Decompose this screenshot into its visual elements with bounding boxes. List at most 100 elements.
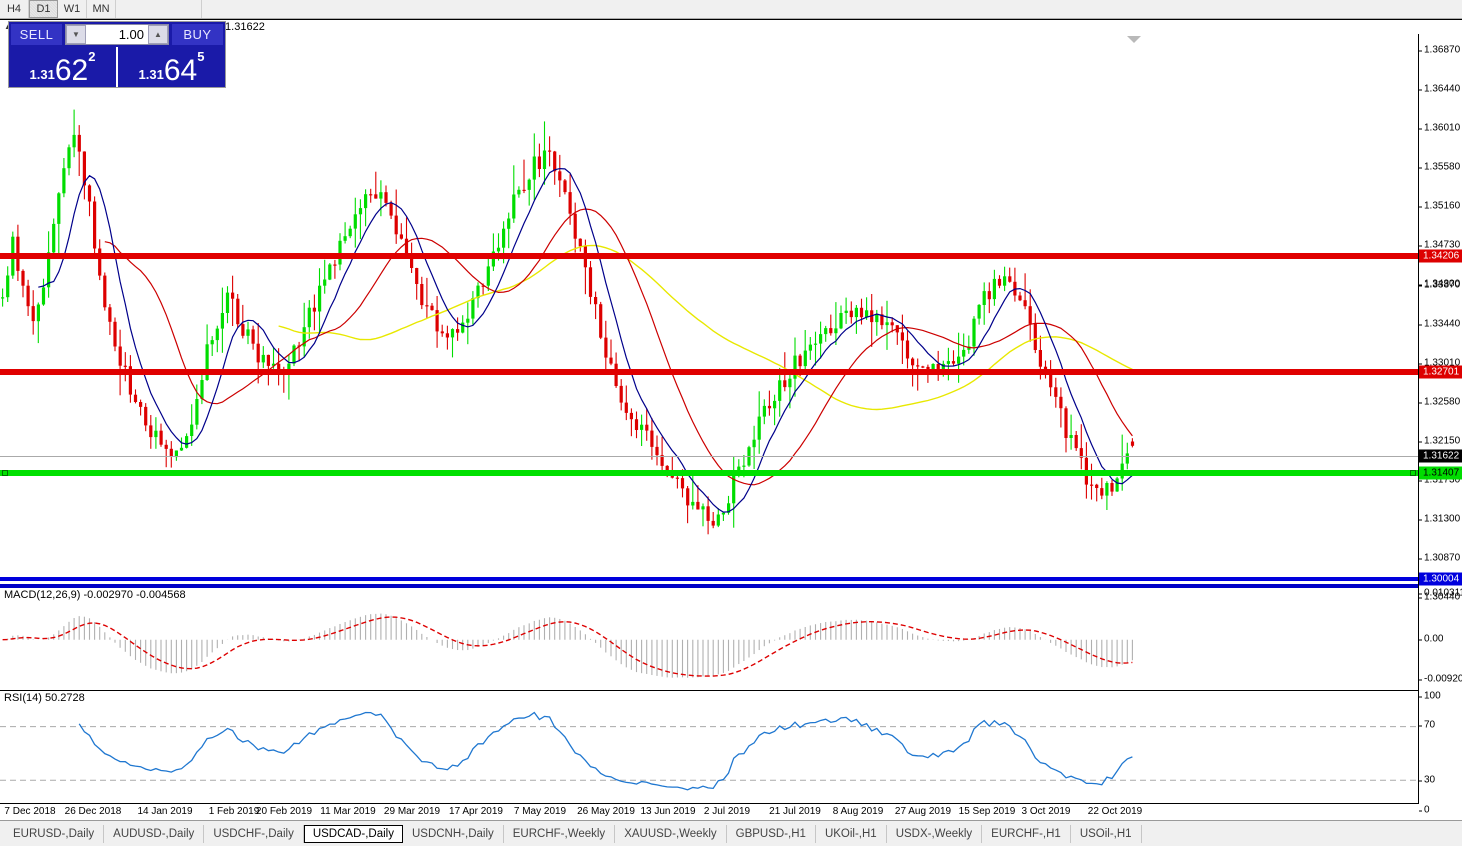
price-tick: 1.36440 <box>1419 84 1460 95</box>
date-label: 7 May 2019 <box>513 806 567 817</box>
date-label: 26 May 2019 <box>577 806 635 817</box>
one-click-trading-panel[interactable]: SELL ▼ 1.00 ▲ BUY 1.31 62 2 1.31 64 5 <box>8 21 226 88</box>
support-line-131407[interactable] <box>0 470 1418 476</box>
volume-increment-icon[interactable]: ▲ <box>148 25 168 44</box>
date-label: 3 Oct 2019 <box>1021 806 1071 817</box>
price-tick: 1.36010 <box>1419 123 1460 134</box>
support-line-130004[interactable] <box>0 577 1418 581</box>
date-label: 21 Jul 2019 <box>769 806 821 817</box>
rsi-tick: 70 <box>1419 720 1435 731</box>
price-tick: 1.32150 <box>1419 436 1460 447</box>
date-label: 8 Aug 2019 <box>832 806 884 817</box>
rsi-tick: 30 <box>1419 775 1435 786</box>
price-plot <box>1 109 1135 535</box>
date-axis: 7 Dec 2018 26 Dec 2018 14 Jan 2019 1 Feb 20… <box>0 803 1419 821</box>
volume-decrement-icon[interactable]: ▼ <box>66 25 86 44</box>
timeframe-d1[interactable]: D1 <box>29 0 58 18</box>
date-label: 1 Feb 2019 <box>208 806 260 817</box>
date-label: 13 Jun 2019 <box>640 806 696 817</box>
chart-tab-usdcad-daily[interactable]: USDCAD-,Daily <box>303 824 403 843</box>
timeframe-toolbar: H4 D1 W1 MN <box>0 0 1462 19</box>
chart-tab-usdx-weekly[interactable]: USDX-,Weekly <box>887 824 983 843</box>
rsi-pane[interactable]: RSI(14) 50.2728 <box>0 690 1418 803</box>
price-tick: 1.31300 <box>1419 514 1460 525</box>
date-label: 17 Apr 2019 <box>449 806 503 817</box>
price-tick: 1.33870 <box>1419 280 1460 291</box>
price-pane[interactable] <box>0 34 1418 582</box>
price-tick: 1.35160 <box>1419 201 1460 212</box>
chart-tab-gbpusd-h1[interactable]: GBPUSD-,H1 <box>727 824 816 843</box>
chart-tab-eurusd-daily[interactable]: EURUSD-,Daily <box>4 824 105 843</box>
price-tag-black[interactable]: 1.31622 <box>1419 449 1462 463</box>
timeframe-w1[interactable]: W1 <box>58 0 87 18</box>
macd-signal-line <box>2 616 1133 677</box>
timeframe-mn[interactable]: MN <box>87 0 116 18</box>
date-label: 2 Jul 2019 <box>703 806 751 817</box>
chart-tab-eurchf-h1[interactable]: EURCHF-,H1 <box>982 824 1071 843</box>
chart-window: ▲ USDCAD-,Daily 1.31678 1.31721 1.31602 … <box>0 19 1462 820</box>
price-tick: 1.34300 <box>1419 279 1460 290</box>
macd-tick: 0.010311 <box>1419 588 1462 599</box>
volume-field[interactable]: ▼ 1.00 ▲ <box>65 24 169 45</box>
rsi-tick: 100 <box>1419 691 1441 702</box>
ma-fast-line <box>38 167 1133 513</box>
price-tick: 1.30440 <box>1419 592 1460 603</box>
chart-tab-usdchf-daily[interactable]: USDCHF-,Daily <box>204 824 304 843</box>
price-tag-blue[interactable]: 1.30004 <box>1419 572 1462 586</box>
macd-tick: 0.00 <box>1419 634 1443 645</box>
macd-pane[interactable]: MACD(12,26,9) -0.002970 -0.004568 <box>0 586 1418 686</box>
resistance-line-134206[interactable] <box>0 253 1418 259</box>
macd-plot <box>2 613 1133 678</box>
sell-price-base: 1.31 <box>29 67 55 82</box>
chart-tab-eurchf-weekly[interactable]: EURCHF-,Weekly <box>504 824 616 843</box>
sell-button[interactable]: SELL <box>11 24 62 45</box>
sell-price-sup: 2 <box>88 49 96 64</box>
one-click-controls-row: SELL ▼ 1.00 ▲ BUY <box>9 22 225 47</box>
sell-price-big: 62 <box>54 54 89 87</box>
rsi-label: RSI(14) 50.2728 <box>4 692 85 704</box>
price-tick: 1.33010 <box>1419 358 1460 369</box>
ma-slow-line <box>278 244 1133 411</box>
chart-top-marker-icon <box>1127 36 1141 43</box>
buy-price-big: 64 <box>163 54 198 87</box>
date-label: 7 Dec 2018 <box>4 806 56 817</box>
price-tag-green[interactable]: 1.31407 <box>1419 466 1462 480</box>
collapse-triangle-icon[interactable]: ▲ <box>4 23 12 31</box>
chart-tab-audusd-daily[interactable]: AUDUSD-,Daily <box>104 824 205 843</box>
price-scale[interactable]: 1.36870 1.36440 1.36010 1.35580 1.35160 1.347… <box>1419 34 1462 816</box>
price-tick: 1.32580 <box>1419 397 1460 408</box>
support-line-anchor-left[interactable] <box>2 470 8 476</box>
buy-price-sup: 5 <box>197 49 205 64</box>
chart-tab-usoil-h1[interactable]: USOil-,H1 <box>1071 824 1142 843</box>
chart-tab-ukoil-h1[interactable]: UKOil-,H1 <box>816 824 887 843</box>
macd-label: MACD(12,26,9) -0.002970 -0.004568 <box>4 589 186 601</box>
volume-value[interactable]: 1.00 <box>118 27 144 42</box>
price-tick: 1.36870 <box>1419 45 1460 56</box>
buy-price-display[interactable]: 1.31 64 5 <box>116 47 225 87</box>
date-label: 14 Jan 2019 <box>137 806 193 817</box>
sell-price-display[interactable]: 1.31 62 2 <box>9 47 116 87</box>
one-click-prices-row: 1.31 62 2 1.31 64 5 <box>9 47 225 87</box>
chart-tab-xauusd-weekly[interactable]: XAUUSD-,Weekly <box>615 824 727 843</box>
date-label: 22 Oct 2019 <box>1087 806 1143 817</box>
price-tick: 1.31730 <box>1419 475 1460 486</box>
rsi-series-line <box>78 711 1133 791</box>
rsi-tick: 0 <box>1419 805 1430 816</box>
chart-tab-bar: EURUSD-,Daily AUDUSD-,Daily USDCHF-,Daily U… <box>0 820 1462 846</box>
price-tick: 1.33440 <box>1419 319 1460 330</box>
date-label: 20 Feb 2019 <box>255 806 313 817</box>
resistance-line-132701[interactable] <box>0 369 1418 375</box>
support-line-anchor-right[interactable] <box>1410 470 1416 476</box>
price-tag-red[interactable]: 1.34206 <box>1419 249 1462 263</box>
buy-button[interactable]: BUY <box>172 24 223 45</box>
date-label: 29 Mar 2019 <box>383 806 441 817</box>
ma-mid-line <box>104 208 1133 486</box>
timeframe-h4[interactable]: H4 <box>0 0 29 18</box>
macd-histogram <box>7 613 1133 678</box>
price-tag-red[interactable]: 1.32701 <box>1419 365 1462 379</box>
scale-divider <box>1418 34 1419 803</box>
price-tick: 1.35580 <box>1419 162 1460 173</box>
chart-tab-usdcnh-daily[interactable]: USDCNH-,Daily <box>403 824 504 843</box>
date-label: 27 Aug 2019 <box>894 806 952 817</box>
price-tick: 1.34730 <box>1419 240 1460 251</box>
